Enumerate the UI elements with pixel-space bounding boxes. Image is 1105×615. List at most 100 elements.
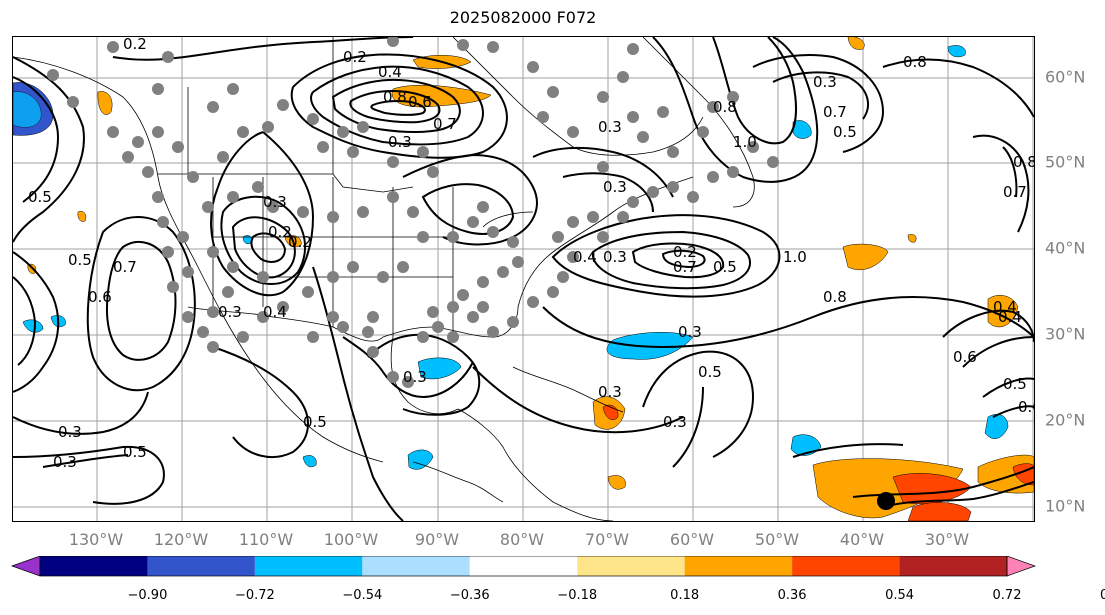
station-dot	[132, 136, 144, 148]
station-dot	[252, 181, 264, 193]
station-dot	[617, 71, 629, 83]
colorbar-segment	[577, 556, 685, 576]
station-dot	[707, 101, 719, 113]
contour-label: 0.3	[388, 133, 412, 151]
map-panel: 0.2 0.2 0.4 0.6 0.8 0.7 0.3 0.3 0.2 0.2 0.3 0.5 0.5 0…	[12, 36, 1035, 522]
station-dot	[207, 306, 219, 318]
contour-label: 0.2	[343, 48, 367, 66]
station-dot	[207, 101, 219, 113]
contour-label: 0.3	[678, 323, 702, 341]
contour-label: 0.5	[28, 188, 52, 206]
colorbar-tick-label: 0.54	[885, 588, 915, 603]
station-dot	[487, 226, 499, 238]
station-dot	[367, 346, 379, 358]
station-dot	[447, 301, 459, 313]
contour-label: 0.6	[88, 288, 112, 306]
latitude-label: 10°N	[1045, 496, 1086, 516]
plot-title: 2025082000 F072	[449, 8, 597, 27]
colorbar-segment	[469, 556, 578, 576]
station-dot	[587, 211, 599, 223]
station-dot	[152, 126, 164, 138]
station-dot	[567, 216, 579, 228]
station-dots	[47, 37, 779, 388]
station-dot	[427, 306, 439, 318]
station-dot	[402, 376, 414, 388]
station-dot	[357, 206, 369, 218]
station-dot	[157, 216, 169, 228]
contour-label: 0.5	[833, 123, 857, 141]
longitude-label: 130°W	[68, 530, 124, 549]
station-dot	[337, 321, 349, 333]
station-dot	[667, 181, 679, 193]
contour-label: 0.2	[268, 223, 292, 241]
longitude-label: 80°W	[499, 530, 545, 549]
contour-label: 0.2	[673, 243, 697, 261]
station-dot	[507, 316, 519, 328]
contour-label: 0.4	[573, 248, 597, 266]
contour-label: 0.7	[1003, 183, 1027, 201]
station-dot	[747, 141, 759, 153]
contour-label: 0.4	[998, 308, 1022, 326]
station-dot	[202, 201, 214, 213]
colorbar-extend-high	[1006, 556, 1037, 577]
colorbar-extend-low	[10, 556, 41, 577]
station-dot	[457, 289, 469, 301]
contour-label: 0.7	[433, 115, 457, 133]
contour-label: 0.2	[288, 233, 312, 251]
station-dot	[337, 126, 349, 138]
contour-label: 0.7	[823, 103, 847, 121]
station-dot	[217, 151, 229, 163]
colorbar-segment	[147, 556, 255, 576]
contour-label: 0.3	[603, 248, 627, 266]
station-dot	[207, 341, 219, 353]
longitude-label: 110°W	[238, 530, 294, 549]
station-dot	[597, 91, 609, 103]
longitude-label: 30°W	[924, 530, 970, 549]
longitude-label: 100°W	[323, 530, 379, 549]
contour-label: 0.7	[673, 258, 697, 276]
station-dot	[477, 201, 489, 213]
colorbar-tick-label: 0.36	[777, 588, 807, 603]
contour-label: 0.8	[1013, 153, 1034, 171]
contour-label: 0.8	[903, 53, 927, 71]
station-dot	[387, 156, 399, 168]
station-dot	[427, 166, 439, 178]
contour-label: 0.5	[68, 251, 92, 269]
station-dot	[537, 111, 549, 123]
station-dot	[477, 301, 489, 313]
station-dot	[377, 271, 389, 283]
station-dot	[307, 331, 319, 343]
contour-label: 0.3	[813, 73, 837, 91]
latitude-label: 40°N	[1045, 238, 1086, 258]
contour-label: 0.3	[403, 368, 427, 386]
contour-label: 0.5	[123, 443, 147, 461]
station-dot	[67, 96, 79, 108]
contour-labels: 0.20.20.40.60.80.70.30.30.20.20.30.50.50…	[28, 37, 1034, 471]
contour-label: 0.6	[1018, 398, 1034, 416]
station-dot	[47, 69, 59, 81]
station-dot	[417, 231, 429, 243]
storm-center-marker	[877, 492, 895, 510]
colorbar-segment	[792, 556, 900, 576]
station-dot	[527, 296, 539, 308]
station-dot	[727, 166, 739, 178]
station-dot	[277, 301, 289, 313]
station-dot	[362, 326, 374, 338]
station-dot	[237, 126, 249, 138]
station-dot	[162, 51, 174, 63]
station-dot	[557, 271, 569, 283]
station-dot	[627, 111, 639, 123]
station-dot	[172, 141, 184, 153]
map-canvas: 0.20.20.40.60.80.70.30.30.20.20.30.50.50…	[13, 37, 1034, 521]
station-dot	[387, 191, 399, 203]
station-dot	[547, 86, 559, 98]
station-dot	[552, 231, 564, 243]
station-dot	[327, 311, 339, 323]
station-dot	[647, 186, 659, 198]
station-dot	[467, 216, 479, 228]
contour-label: 0.3	[663, 413, 687, 431]
station-dot	[627, 196, 639, 208]
station-dot	[347, 261, 359, 273]
station-dot	[107, 126, 119, 138]
station-dot	[397, 261, 409, 273]
